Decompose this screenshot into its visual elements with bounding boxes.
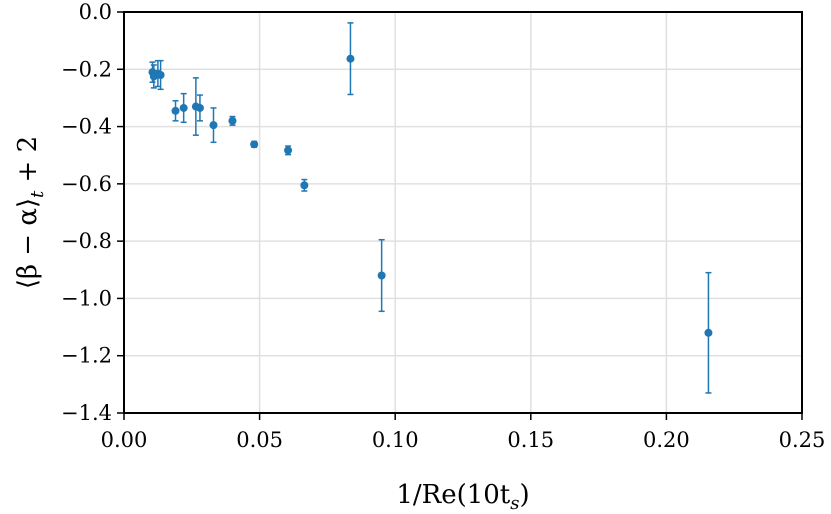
- grid: [124, 12, 802, 413]
- data-point: [195, 103, 204, 112]
- data-point: [300, 181, 309, 190]
- data-point: [704, 328, 713, 337]
- y-tick-label: −1.2: [61, 344, 112, 368]
- x-tick-label: 0.25: [779, 428, 826, 452]
- y-tick-label: 0.0: [79, 0, 112, 24]
- x-tick-label: 0.05: [236, 428, 283, 452]
- x-tick-label: 0.15: [507, 428, 554, 452]
- x-tick-label: 0.20: [643, 428, 690, 452]
- x-tick-labels: 0.00 0.05 0.10 0.15 0.20 0.25: [101, 428, 826, 452]
- y-tick-label: −1.4: [61, 401, 112, 425]
- axes-frame: [123, 11, 803, 414]
- data-points: [148, 54, 713, 337]
- axis-ticks: [117, 11, 803, 420]
- data-point: [171, 106, 180, 115]
- data-point: [346, 54, 355, 63]
- y-tick-label: −0.6: [61, 172, 112, 196]
- x-tick-label: 0.10: [372, 428, 419, 452]
- y-tick-label: −0.4: [61, 115, 112, 139]
- data-point: [250, 140, 259, 149]
- data-point: [156, 71, 165, 80]
- y-tick-label: −0.2: [61, 57, 112, 81]
- y-tick-label: −0.8: [61, 229, 112, 253]
- error-bars: [149, 22, 712, 394]
- data-point: [209, 121, 218, 130]
- data-point: [284, 146, 293, 155]
- data-point: [377, 271, 386, 280]
- y-tick-labels: 0.0 −0.2 −0.4 −0.6 −0.8 −1.0 −1.2 −1.4: [61, 0, 112, 425]
- data-point: [228, 116, 237, 125]
- y-tick-label: −1.0: [61, 286, 112, 310]
- y-axis-label: ⟨β − α⟩t + 2: [13, 136, 48, 289]
- x-tick-label: 0.00: [101, 428, 148, 452]
- x-axis-label: 1/Re(10ts): [396, 480, 529, 514]
- data-point: [179, 103, 188, 112]
